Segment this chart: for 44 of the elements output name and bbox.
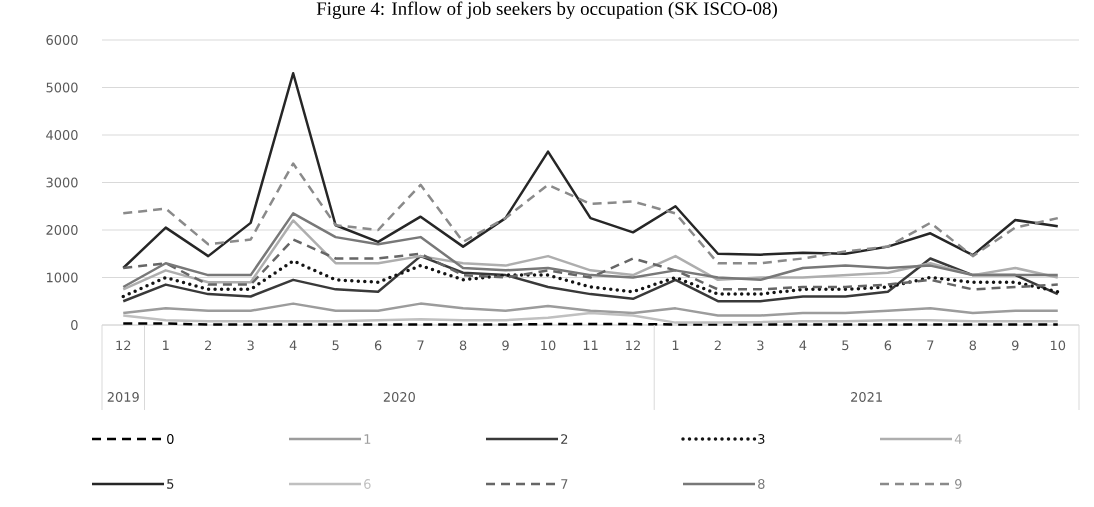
y-tick-label: 1000 bbox=[46, 272, 78, 283]
y-tick-label: 3000 bbox=[46, 177, 78, 188]
x-tick-label: 5 bbox=[842, 340, 849, 351]
text: 8 bbox=[758, 479, 765, 489]
x-tick-label: 8 bbox=[459, 340, 467, 351]
x-tick-label: 9 bbox=[1011, 340, 1019, 351]
text: 7 bbox=[561, 479, 568, 489]
text: 6 bbox=[364, 479, 371, 489]
text: 4 bbox=[954, 434, 962, 444]
text: 2021 bbox=[851, 392, 882, 402]
x-tick-label: 2 bbox=[205, 340, 212, 351]
x-tick-label: 10 bbox=[1050, 340, 1066, 351]
x-tick-label: 1 bbox=[163, 340, 169, 350]
x-tick-label: 7 bbox=[417, 340, 424, 350]
x-tick-label: 5 bbox=[332, 340, 339, 351]
chart-title: Figure 4: Inflow of job seekers by occupation (SK ISCO-08) bbox=[316, 1, 777, 19]
x-tick-label: 8 bbox=[969, 340, 977, 351]
x-tick-label: 7 bbox=[927, 340, 934, 350]
x-tick-label: 11 bbox=[583, 340, 598, 350]
x-tick-label: 4 bbox=[799, 340, 807, 350]
text: 1 bbox=[364, 434, 371, 444]
x-tick-label: 3 bbox=[247, 340, 254, 351]
text: 5 bbox=[167, 479, 174, 489]
x-tick-label: 6 bbox=[374, 340, 382, 351]
x-tick-label: 12 bbox=[116, 340, 131, 351]
text: 3 bbox=[758, 434, 765, 444]
text: 9 bbox=[955, 479, 962, 489]
x-tick-label: 2 bbox=[714, 340, 721, 351]
y-tick-label: 6000 bbox=[46, 35, 78, 45]
x-tick-label: 6 bbox=[884, 340, 892, 351]
x-tick-label: 9 bbox=[502, 340, 509, 351]
y-tick-label: 5000 bbox=[46, 82, 78, 93]
x-tick-label: 3 bbox=[757, 340, 764, 351]
x-tick-label: 1 bbox=[672, 340, 679, 350]
y-tick-label: 0 bbox=[71, 320, 78, 330]
x-tick-label: 12 bbox=[626, 340, 640, 351]
y-tick-label: 2000 bbox=[46, 225, 78, 235]
x-tick-label: 10 bbox=[541, 340, 556, 351]
x-tick-label: 4 bbox=[289, 340, 297, 350]
y-tick-label: 4000 bbox=[46, 130, 78, 140]
text: 2019 bbox=[107, 392, 139, 402]
text: 2 bbox=[561, 434, 568, 444]
text: 0 bbox=[167, 434, 174, 444]
text: 2020 bbox=[383, 392, 415, 402]
